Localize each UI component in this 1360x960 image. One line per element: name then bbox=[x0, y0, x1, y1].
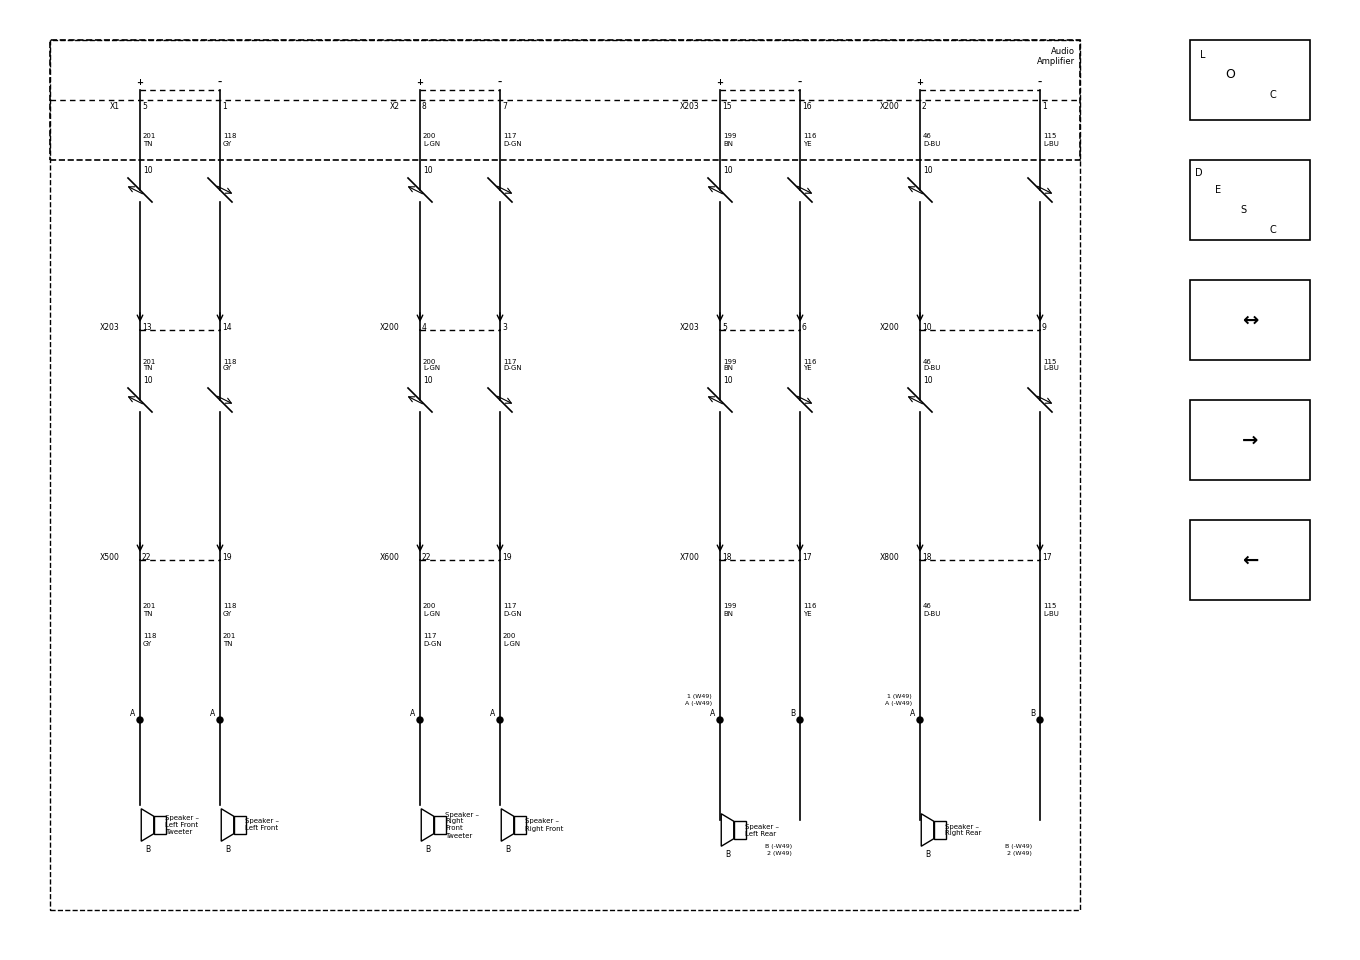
Text: B (-W49)
2 (W49): B (-W49) 2 (W49) bbox=[764, 845, 792, 855]
Circle shape bbox=[717, 717, 724, 723]
Bar bbox=[1190, 160, 1310, 240]
Circle shape bbox=[1036, 717, 1043, 723]
Bar bbox=[234, 816, 246, 833]
Text: Speaker –
Right Rear: Speaker – Right Rear bbox=[945, 824, 982, 836]
Text: +: + bbox=[717, 78, 724, 87]
Text: 10: 10 bbox=[923, 166, 933, 175]
Text: A: A bbox=[710, 709, 715, 718]
Text: 22: 22 bbox=[141, 553, 151, 562]
Text: 18: 18 bbox=[922, 553, 932, 562]
Text: 200
L-GN: 200 L-GN bbox=[503, 634, 520, 646]
Text: B: B bbox=[505, 845, 510, 854]
Text: 115
L-BU: 115 L-BU bbox=[1043, 133, 1059, 147]
Text: 3: 3 bbox=[502, 323, 507, 331]
Text: ←: ← bbox=[1242, 550, 1258, 569]
Text: 17: 17 bbox=[802, 553, 812, 562]
Text: X500: X500 bbox=[101, 553, 120, 562]
Bar bbox=[1190, 40, 1310, 120]
Text: X200: X200 bbox=[381, 323, 400, 331]
Text: ↔: ↔ bbox=[1242, 310, 1258, 329]
Text: Audio
Amplifier: Audio Amplifier bbox=[1036, 47, 1074, 66]
Text: B: B bbox=[725, 850, 730, 859]
Text: 16: 16 bbox=[802, 102, 812, 111]
Text: 15: 15 bbox=[722, 102, 732, 111]
Text: 46
D-BU: 46 D-BU bbox=[923, 133, 940, 147]
Text: →: → bbox=[1242, 430, 1258, 449]
Text: 116
YE: 116 YE bbox=[802, 604, 816, 616]
Text: 6: 6 bbox=[802, 323, 806, 331]
Text: B: B bbox=[790, 709, 796, 718]
Text: X800: X800 bbox=[880, 553, 900, 562]
Text: 117
D-GN: 117 D-GN bbox=[423, 634, 442, 646]
Bar bbox=[514, 816, 526, 833]
Text: 10: 10 bbox=[143, 166, 152, 175]
Text: A: A bbox=[490, 709, 495, 718]
Text: A: A bbox=[129, 709, 135, 718]
Text: X700: X700 bbox=[680, 553, 700, 562]
Text: 118
GY: 118 GY bbox=[223, 133, 237, 147]
Text: Speaker –
Left Front
Tweeter: Speaker – Left Front Tweeter bbox=[165, 815, 199, 835]
Text: B (-W49)
2 (W49): B (-W49) 2 (W49) bbox=[1005, 845, 1032, 855]
Text: Speaker –
Right Front: Speaker – Right Front bbox=[525, 819, 563, 831]
Text: 10: 10 bbox=[724, 376, 733, 385]
Text: B: B bbox=[424, 845, 430, 854]
Text: 10: 10 bbox=[724, 166, 733, 175]
Text: C: C bbox=[1270, 225, 1277, 235]
Text: B: B bbox=[1030, 709, 1035, 718]
Circle shape bbox=[137, 717, 143, 723]
Text: 118
GY: 118 GY bbox=[223, 604, 237, 616]
Bar bbox=[1190, 400, 1310, 480]
Text: +: + bbox=[136, 78, 144, 87]
Text: 9: 9 bbox=[1042, 323, 1047, 331]
Text: –: – bbox=[1038, 78, 1042, 87]
Text: 1: 1 bbox=[1042, 102, 1047, 111]
Text: B: B bbox=[224, 845, 230, 854]
Text: D: D bbox=[1195, 168, 1202, 178]
Text: 201
TN: 201 TN bbox=[223, 634, 237, 646]
Text: 115
L-BU: 115 L-BU bbox=[1043, 604, 1059, 616]
Text: S: S bbox=[1240, 205, 1246, 215]
Text: B: B bbox=[146, 845, 150, 854]
Text: Speaker –
Left Front: Speaker – Left Front bbox=[245, 819, 279, 831]
Text: 1: 1 bbox=[222, 102, 227, 111]
Text: –: – bbox=[218, 78, 222, 87]
Text: A: A bbox=[910, 709, 915, 718]
Text: 19: 19 bbox=[222, 553, 231, 562]
Text: +: + bbox=[416, 78, 423, 87]
Text: 201
TN: 201 TN bbox=[143, 358, 156, 372]
Text: –: – bbox=[498, 78, 502, 87]
Text: 200
L-GN: 200 L-GN bbox=[423, 358, 441, 372]
Text: 201
TN: 201 TN bbox=[143, 604, 156, 616]
Text: 46
D-BU: 46 D-BU bbox=[923, 358, 940, 372]
Text: X203: X203 bbox=[101, 323, 120, 331]
Bar bbox=[1190, 280, 1310, 360]
Text: B: B bbox=[925, 850, 930, 859]
Text: 118
GY: 118 GY bbox=[143, 634, 156, 646]
Text: X203: X203 bbox=[680, 102, 700, 111]
Text: E: E bbox=[1214, 185, 1221, 195]
Text: 200
L-GN: 200 L-GN bbox=[423, 133, 441, 147]
Text: 8: 8 bbox=[422, 102, 427, 111]
Text: 13: 13 bbox=[141, 323, 151, 331]
Text: 118
GY: 118 GY bbox=[223, 358, 237, 372]
Text: O: O bbox=[1225, 68, 1235, 82]
Text: 17: 17 bbox=[1042, 553, 1051, 562]
Text: 22: 22 bbox=[422, 553, 431, 562]
Bar bbox=[154, 816, 166, 833]
Text: 46
D-BU: 46 D-BU bbox=[923, 604, 940, 616]
Text: 4: 4 bbox=[422, 323, 427, 331]
Text: 116
YE: 116 YE bbox=[802, 133, 816, 147]
Text: 5: 5 bbox=[141, 102, 147, 111]
Text: 19: 19 bbox=[502, 553, 511, 562]
Bar bbox=[1190, 520, 1310, 600]
Text: 1 (W49)
A (-W49): 1 (W49) A (-W49) bbox=[685, 694, 713, 706]
Bar bbox=[734, 821, 747, 839]
Text: 10: 10 bbox=[922, 323, 932, 331]
Text: 200
L-GN: 200 L-GN bbox=[423, 604, 441, 616]
Text: X203: X203 bbox=[680, 323, 700, 331]
Bar bbox=[434, 816, 446, 833]
Text: 201
TN: 201 TN bbox=[143, 133, 156, 147]
Text: 117
D-GN: 117 D-GN bbox=[503, 358, 522, 372]
Text: 10: 10 bbox=[923, 376, 933, 385]
Text: C: C bbox=[1270, 90, 1277, 100]
